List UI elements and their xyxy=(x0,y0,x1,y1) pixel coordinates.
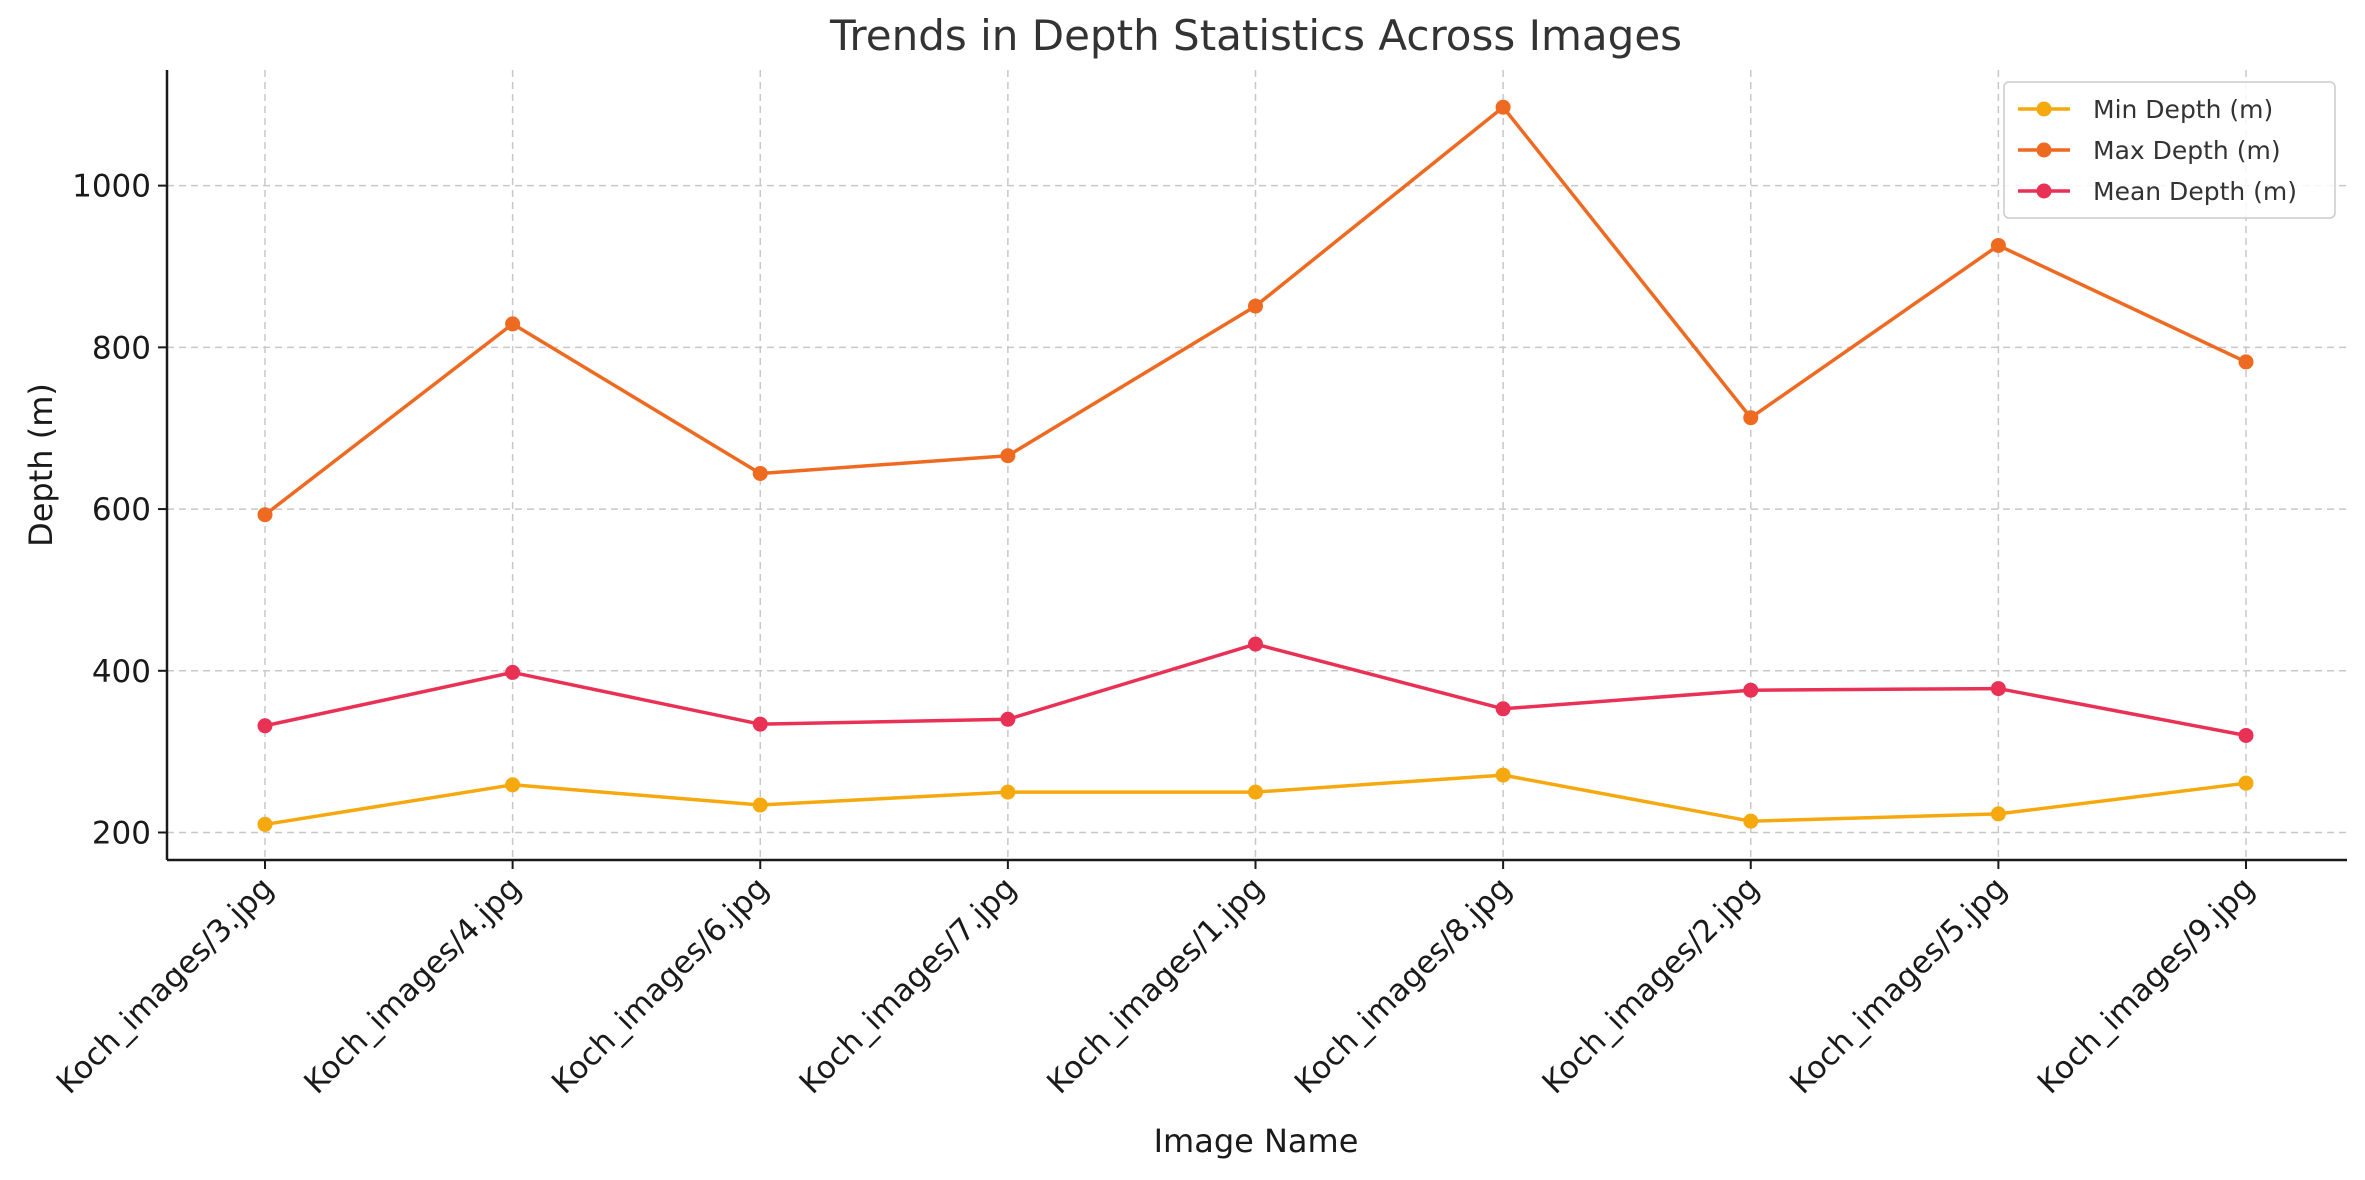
legend-item: Max Depth (m) xyxy=(2018,136,2281,165)
legend-swatch-marker xyxy=(2036,101,2052,117)
series-min-depth-m xyxy=(257,767,2254,832)
data-point xyxy=(1990,681,2006,697)
data-point xyxy=(1248,784,1263,800)
data-point xyxy=(1743,813,1759,829)
data-point xyxy=(505,664,521,680)
legend-swatch-marker xyxy=(2036,183,2052,199)
data-point xyxy=(1990,806,2006,822)
y-axis-ticks: 200 400 600 800 1000 xyxy=(72,169,167,852)
data-point xyxy=(1000,711,1016,727)
legend-swatch-marker xyxy=(2036,142,2052,158)
y-tick-label: 200 xyxy=(92,816,151,852)
y-axis-label: Depth (m) xyxy=(22,383,60,547)
x-tick-label: Koch_images/7.jpg xyxy=(793,870,1024,1101)
legend-label: Max Depth (m) xyxy=(2093,136,2281,165)
data-point xyxy=(505,777,521,793)
data-point xyxy=(752,797,768,813)
legend-label: Min Depth (m) xyxy=(2093,95,2273,124)
y-tick-label: 600 xyxy=(92,492,151,528)
data-point xyxy=(2238,727,2254,743)
data-point xyxy=(257,507,273,523)
series-max-depth-m xyxy=(257,99,2254,523)
legend-label: Mean Depth (m) xyxy=(2093,177,2297,206)
x-tick-label: Koch_images/9.jpg xyxy=(2031,870,2262,1101)
y-tick-label: 800 xyxy=(92,330,151,366)
data-point xyxy=(257,718,273,734)
data-point xyxy=(1000,784,1016,800)
data-point xyxy=(1743,410,1759,426)
x-axis-label: Image Name xyxy=(1154,1122,1359,1160)
data-point xyxy=(1248,636,1263,652)
legend-frame xyxy=(2003,81,2336,219)
data-point xyxy=(1495,767,1511,783)
data-point xyxy=(1743,682,1759,698)
series-mean-depth-m xyxy=(257,636,2254,743)
legend: Min Depth (m) Max Depth (m) Mean Depth (m) xyxy=(2003,81,2336,219)
data-point xyxy=(1495,99,1511,115)
x-tick-label: Koch_images/3.jpg xyxy=(50,870,281,1101)
chart-title: Trends in Depth Statistics Across Images xyxy=(829,11,1682,60)
data-point xyxy=(1248,298,1263,314)
x-tick-label: Koch_images/1.jpg xyxy=(1040,870,1271,1101)
legend-item: Min Depth (m) xyxy=(2018,95,2273,124)
data-point xyxy=(752,465,768,481)
legend-item: Mean Depth (m) xyxy=(2018,177,2297,206)
y-tick-label: 400 xyxy=(92,654,151,690)
data-point xyxy=(505,316,521,332)
x-tick-label: Koch_images/5.jpg xyxy=(1783,870,2014,1101)
x-tick-label: Koch_images/4.jpg xyxy=(297,870,528,1101)
data-point xyxy=(1000,448,1016,464)
data-point xyxy=(2238,354,2254,370)
y-tick-label: 1000 xyxy=(72,169,151,205)
data-point xyxy=(1990,237,2006,253)
x-tick-label: Koch_images/6.jpg xyxy=(545,870,776,1101)
data-point xyxy=(752,716,768,732)
data-point xyxy=(1495,701,1511,717)
x-axis-ticks: Koch_images/3.jpg Koch_images/4.jpg Koch_i… xyxy=(50,860,2262,1101)
grid-lines xyxy=(167,70,2347,860)
x-tick-label: Koch_images/8.jpg xyxy=(1288,870,1519,1101)
data-point xyxy=(2238,775,2254,791)
series-layer xyxy=(257,99,2254,832)
data-point xyxy=(257,816,273,832)
x-tick-label: Koch_images/2.jpg xyxy=(1535,870,1766,1101)
